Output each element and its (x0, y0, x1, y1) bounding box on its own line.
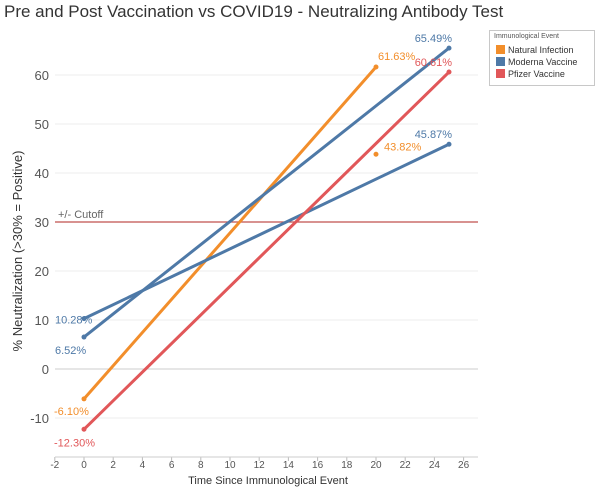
legend: Immunological Event Natural Infection Mo… (489, 30, 595, 86)
y-tick-label: 50 (35, 117, 49, 132)
y-tick-label: 20 (35, 264, 49, 279)
y-tick-label: 60 (35, 68, 49, 83)
data-label: 45.87% (415, 129, 453, 141)
y-axis-label: % Neutralization (>30% = Positive) (10, 151, 25, 352)
y-tick-label: 40 (35, 166, 49, 181)
x-axis-label: Time Since Immunological Event (188, 475, 348, 487)
series-point (373, 151, 379, 157)
legend-item-moderna-vaccine[interactable]: Moderna Vaccine (496, 57, 577, 67)
legend-item-natural-infection[interactable]: Natural Infection (496, 45, 574, 55)
legend-item-pfizer-vaccine[interactable]: Pfizer Vaccine (496, 69, 565, 79)
data-label: 60.61% (415, 57, 453, 69)
series-line (82, 65, 378, 401)
legend-label: Moderna Vaccine (508, 57, 578, 67)
legend-swatch (496, 45, 505, 54)
x-tick-label: 16 (312, 460, 324, 471)
legend-title: Immunological Event (494, 33, 559, 40)
legend-swatch (496, 57, 505, 66)
x-tick-label: 4 (140, 460, 146, 471)
series-lines (81, 45, 452, 432)
x-tick-label: 24 (429, 460, 441, 471)
series-point (81, 316, 87, 322)
series-point (373, 64, 379, 70)
x-tick-label: 22 (400, 460, 412, 471)
legend-swatch (496, 69, 505, 78)
x-tick-label: 2 (110, 460, 116, 471)
gridlines (55, 74, 478, 419)
y-tick-label: -10 (30, 411, 49, 426)
x-tick-label: 6 (169, 460, 175, 471)
data-label: -12.30% (54, 437, 95, 449)
cutoff-label: +/- Cutoff (58, 209, 104, 221)
chart-title: Pre and Post Vaccination vs COVID19 - Ne… (4, 2, 504, 21)
x-tick-label: 20 (370, 460, 382, 471)
series-line (82, 70, 451, 431)
data-label: 43.82% (384, 141, 422, 153)
data-label: 10.28% (55, 315, 93, 327)
series-point (446, 45, 452, 51)
x-tick-label: 18 (341, 460, 353, 471)
series-point (81, 396, 87, 402)
series-point (446, 69, 452, 75)
cutoff-reference: +/- Cutoff (55, 209, 478, 223)
legend-label: Pfizer Vaccine (508, 69, 565, 79)
x-tick-label: 8 (198, 460, 204, 471)
x-tick-label: 14 (283, 460, 295, 471)
y-tick-label: 30 (35, 215, 49, 230)
data-label: 61.63% (378, 51, 416, 63)
data-labels: -6.10% 61.63% 6.52% 65.49% 10.28% 45.87% -12.3… (54, 33, 452, 449)
y-tick-label: 0 (42, 362, 49, 377)
x-tick-label: 12 (254, 460, 266, 471)
data-label: -6.10% (54, 406, 89, 418)
x-tick-label: 0 (81, 460, 87, 471)
series-point (81, 334, 87, 340)
x-tick-label: -2 (50, 460, 59, 471)
x-tick-label: 10 (224, 460, 236, 471)
data-label: 6.52% (55, 345, 86, 357)
y-tick-label: 10 (35, 313, 49, 328)
series-point (81, 426, 87, 432)
x-tick-label: 26 (458, 460, 470, 471)
series-line (82, 142, 451, 321)
data-label: 65.49% (415, 33, 453, 45)
series-point (446, 141, 452, 147)
legend-label: Natural Infection (508, 45, 574, 55)
